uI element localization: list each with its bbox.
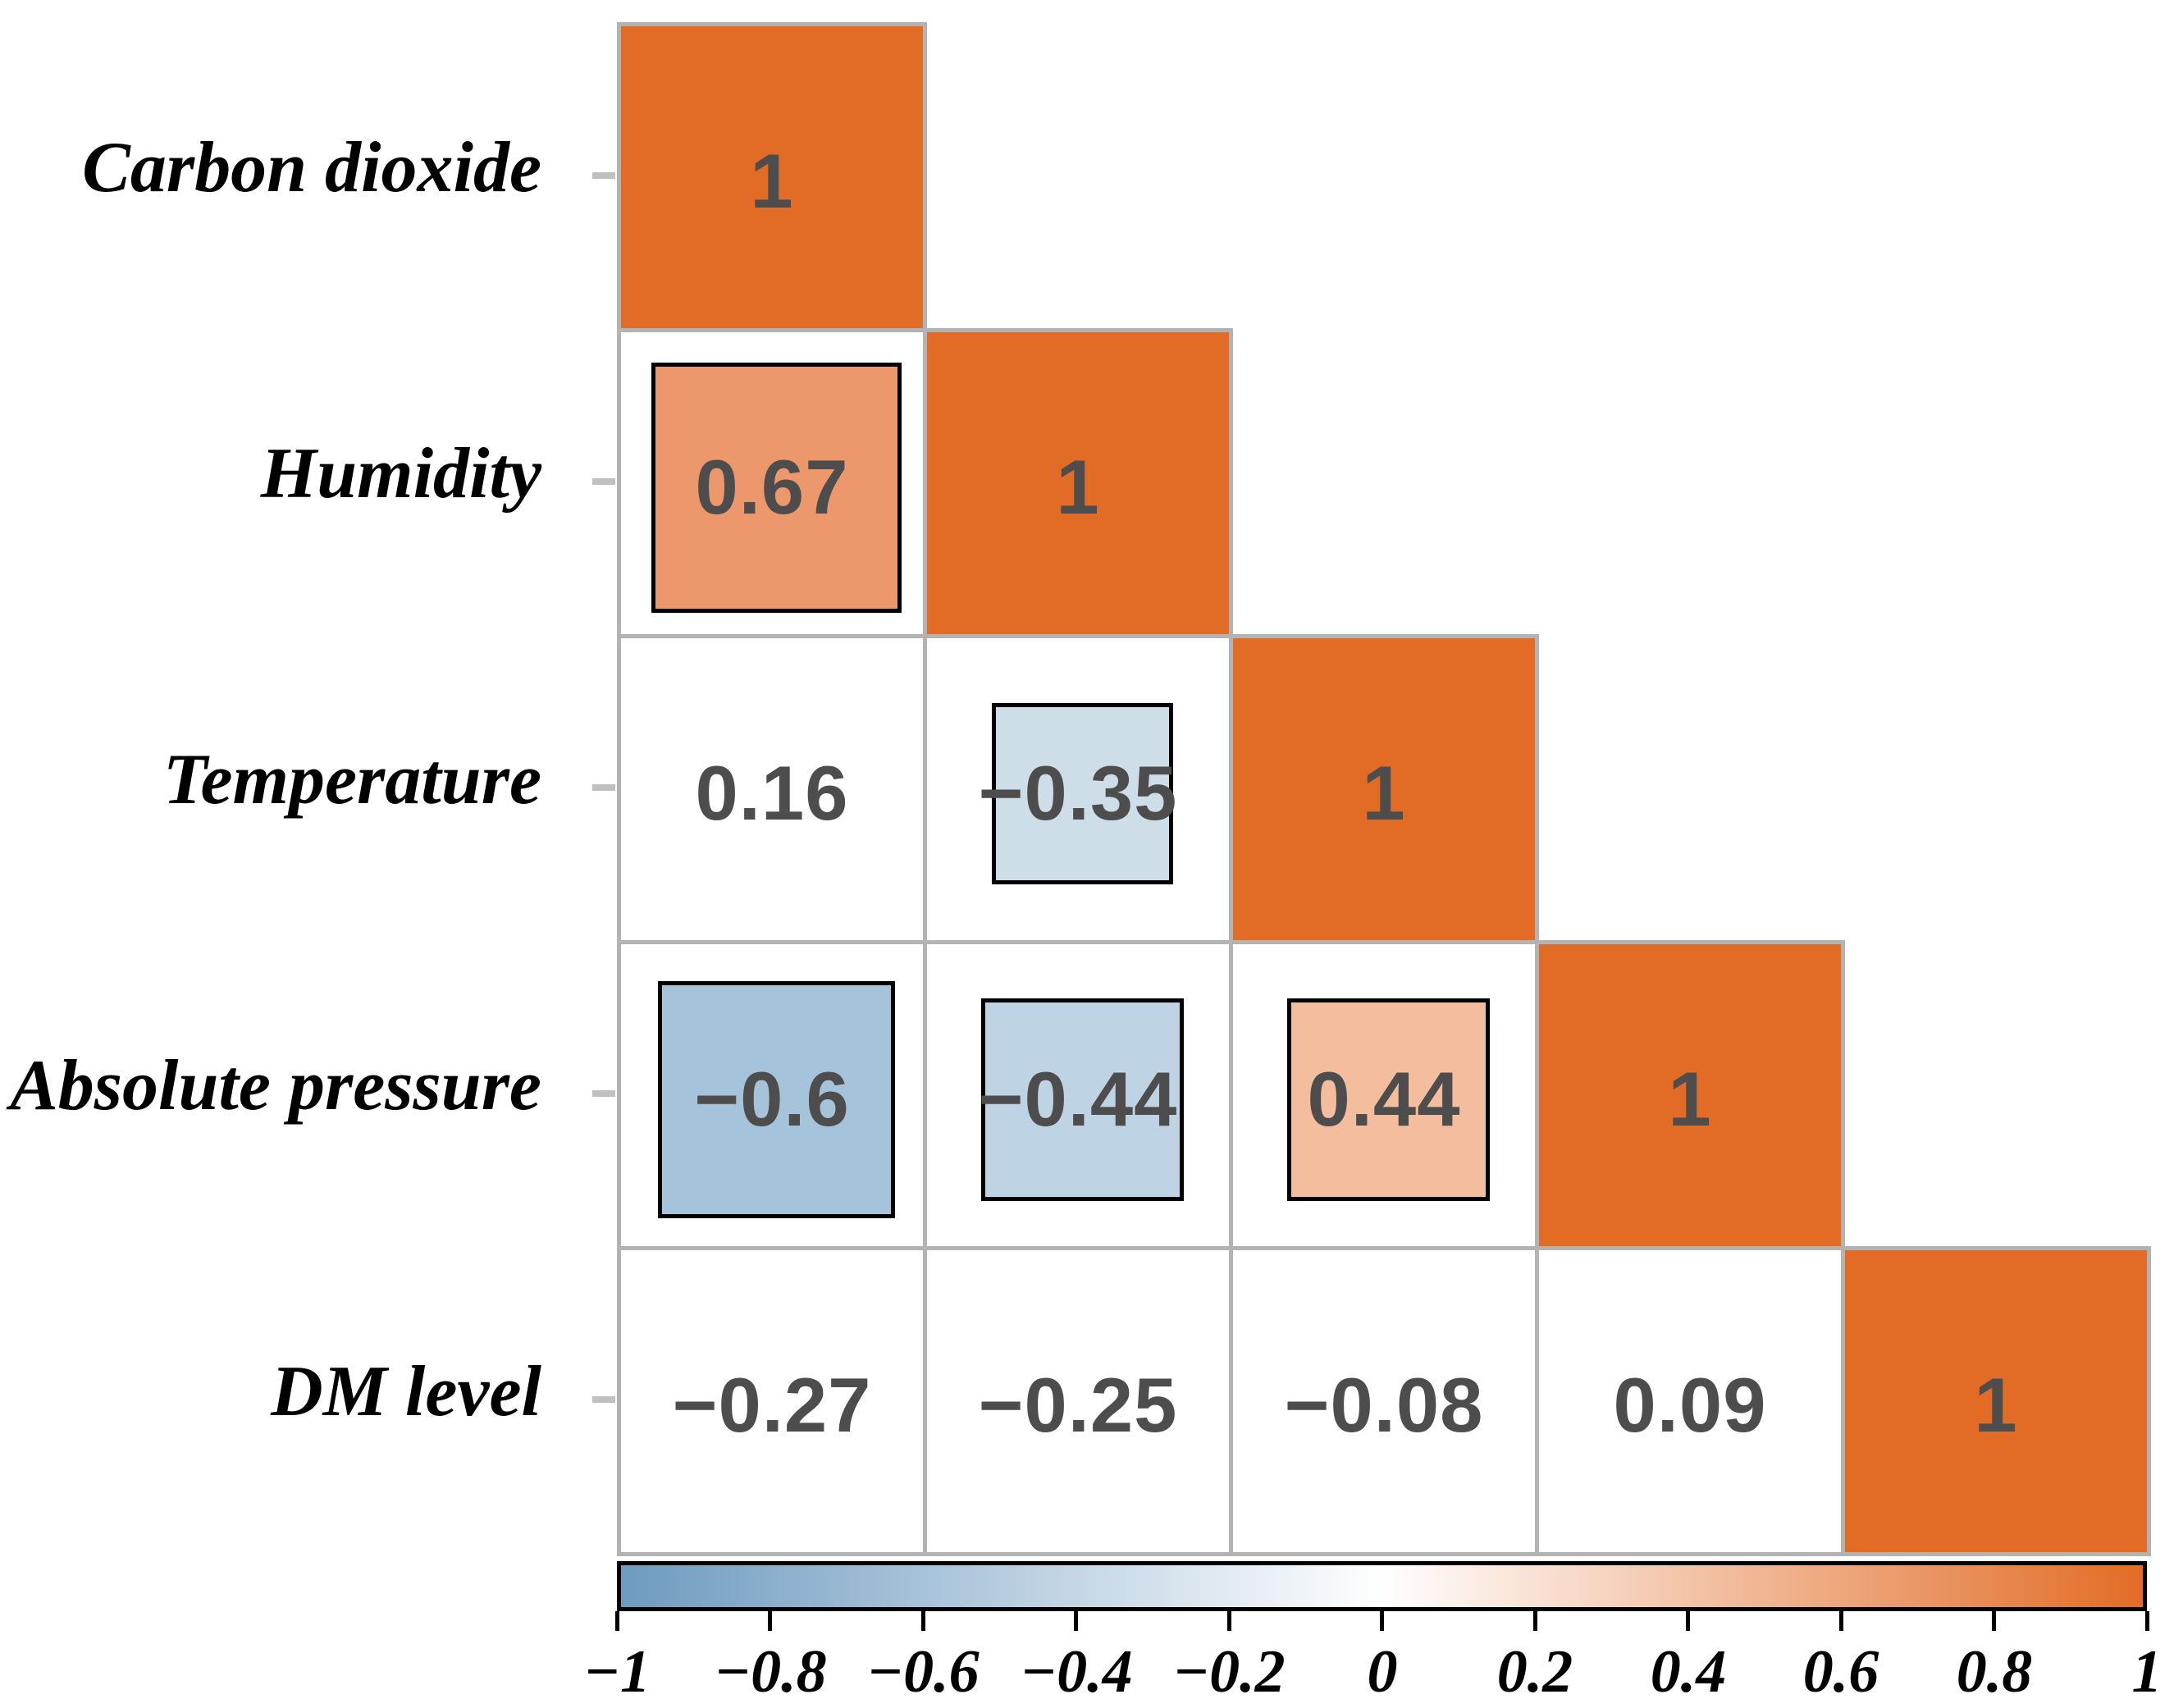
- colorbar: [617, 1561, 2147, 1611]
- colorbar-tick-label: −0.8: [714, 1638, 827, 1706]
- colorbar-tick-label: 0.8: [1956, 1638, 2033, 1706]
- correlation-strength-box: [981, 998, 1184, 1201]
- colorbar-tick-label: −0.2: [1172, 1638, 1286, 1706]
- matrix-cell-absolute-pressure-x-carbon-dioxide: −0.6: [617, 940, 927, 1250]
- colorbar-tick: [1839, 1611, 1843, 1631]
- correlation-strength-box: [992, 703, 1173, 884]
- matrix-cell-dm-level-x-humidity: −0.25: [923, 1246, 1233, 1556]
- colorbar-tick-label: 0.6: [1802, 1638, 1879, 1706]
- colorbar-tick-label: −0.4: [1020, 1638, 1133, 1706]
- correlation-value: 0.09: [1613, 1362, 1767, 1448]
- correlation-value: −0.6: [694, 1056, 850, 1142]
- matrix-cell-absolute-pressure-x-humidity: −0.44: [923, 940, 1233, 1250]
- matrix-cell-humidity-x-humidity: 1: [923, 328, 1233, 638]
- matrix-cell-dm-level-x-dm-level: 1: [1841, 1246, 2151, 1556]
- y-axis-tick: [592, 1090, 615, 1097]
- y-axis-tick: [592, 784, 615, 791]
- colorbar-tick: [615, 1611, 619, 1631]
- correlation-value: 0.44: [1307, 1056, 1461, 1142]
- colorbar-tick: [1227, 1611, 1231, 1631]
- matrix-cell-carbon-dioxide-x-carbon-dioxide: 1: [617, 22, 927, 332]
- row-label-carbon-dioxide: Carbon dioxide: [82, 128, 541, 208]
- correlation-value: 1: [750, 138, 794, 224]
- row-label-absolute-pressure: Absolute pressure: [10, 1046, 541, 1126]
- matrix-cell-absolute-pressure-x-temperature: 0.44: [1229, 940, 1539, 1250]
- correlation-value: 1: [1974, 1362, 2018, 1448]
- matrix-cell-humidity-x-carbon-dioxide: 0.67: [617, 328, 927, 638]
- correlation-value: −0.35: [978, 750, 1178, 836]
- matrix-cell-dm-level-x-carbon-dioxide: −0.27: [617, 1246, 927, 1556]
- correlation-value: −0.08: [1284, 1362, 1484, 1448]
- correlation-value: −0.44: [978, 1056, 1178, 1142]
- colorbar-tick-label: −0.6: [866, 1638, 980, 1706]
- colorbar-tick: [1686, 1611, 1690, 1631]
- matrix-cell-temperature-x-temperature: 1: [1229, 634, 1539, 944]
- colorbar-tick: [1992, 1611, 1996, 1631]
- colorbar-gradient: [621, 1565, 2143, 1607]
- correlation-value: 1: [1056, 444, 1100, 530]
- correlation-value: 0.16: [695, 750, 849, 836]
- row-label-dm-level: DM level: [271, 1352, 541, 1432]
- y-axis-tick: [592, 478, 615, 485]
- colorbar-tick: [2145, 1611, 2149, 1631]
- y-axis-tick: [592, 172, 615, 179]
- matrix-cell-dm-level-x-temperature: −0.08: [1229, 1246, 1539, 1556]
- correlation-value: 0.67: [695, 444, 849, 530]
- correlation-strength-box: [658, 981, 895, 1218]
- colorbar-tick: [1533, 1611, 1537, 1631]
- colorbar-tick-label: −1: [583, 1638, 651, 1706]
- matrix-cell-temperature-x-carbon-dioxide: 0.16: [617, 634, 927, 944]
- colorbar-tick: [768, 1611, 772, 1631]
- row-label-humidity: Humidity: [260, 434, 541, 514]
- colorbar-tick: [1074, 1611, 1078, 1631]
- correlation-value: 1: [1668, 1056, 1712, 1142]
- correlation-value: −0.27: [672, 1362, 872, 1448]
- correlation-value: −0.25: [978, 1362, 1178, 1448]
- colorbar-tick: [1380, 1611, 1384, 1631]
- correlation-strength-box: [1287, 998, 1490, 1201]
- row-label-temperature: Temperature: [162, 740, 541, 820]
- correlation-value: 1: [1362, 750, 1406, 836]
- colorbar-tick: [921, 1611, 925, 1631]
- y-axis-tick: [592, 1396, 615, 1403]
- correlation-strength-box: [651, 363, 902, 613]
- colorbar-tick-label: 0.2: [1496, 1638, 1573, 1706]
- colorbar-tick-label: 0.4: [1650, 1638, 1727, 1706]
- matrix-cell-dm-level-x-absolute-pressure: 0.09: [1535, 1246, 1845, 1556]
- colorbar-tick-label: 0: [1367, 1638, 1398, 1706]
- matrix-cell-temperature-x-humidity: −0.35: [923, 634, 1233, 944]
- colorbar-tick-label: 1: [2131, 1638, 2162, 1706]
- matrix-cell-absolute-pressure-x-absolute-pressure: 1: [1535, 940, 1845, 1250]
